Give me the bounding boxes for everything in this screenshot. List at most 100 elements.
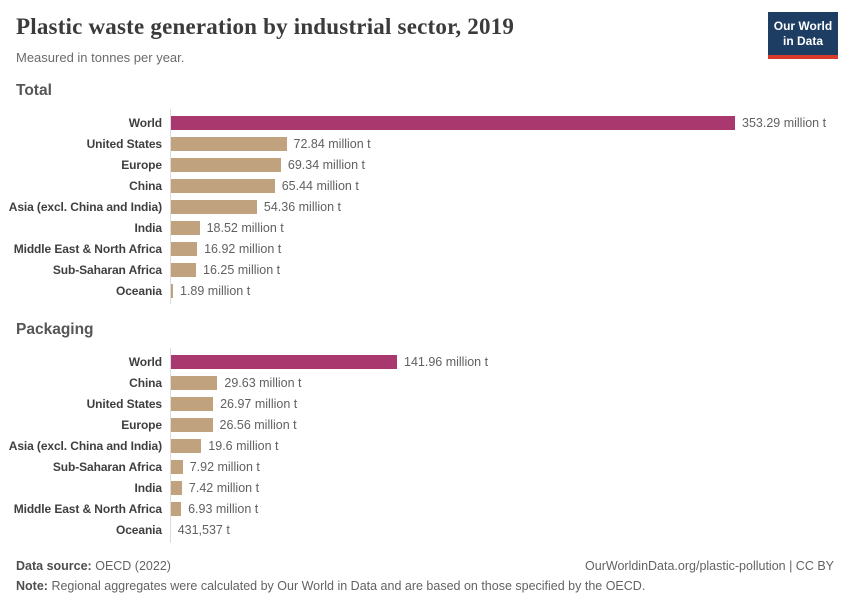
bar-plot-area: 141.96 million t: [170, 354, 834, 369]
entity-label-text: Sub-Saharan Africa: [52, 262, 162, 277]
bar-rows: World 353.29 million t United States 72.84 …: [9, 109, 834, 304]
bar[interactable]: [170, 283, 173, 298]
value-label: 54.36 million t: [263, 199, 342, 214]
bar-row: United States 26.97 million t: [16, 393, 834, 414]
section-title: Total: [16, 82, 52, 99]
data-source: Data source: OECD (2022): [16, 559, 171, 573]
bar-row: Sub-Saharan Africa 7.92 million t: [16, 456, 834, 477]
entity-label-text: Oceania: [116, 522, 162, 537]
footnote: Note: Regional aggregates were calculate…: [16, 579, 834, 593]
value-label: 353.29 million t: [742, 115, 827, 130]
header: Plastic waste generation by industrial s…: [16, 14, 834, 65]
value-label: 26.56 million t: [219, 417, 297, 432]
bar[interactable]: [170, 501, 182, 516]
logo-line2: in Data: [782, 34, 823, 48]
entity-label: Asia (excl. China and India): [9, 200, 170, 214]
bar-row: Europe 26.56 million t: [16, 414, 834, 435]
credit-link[interactable]: OurWorldinData.org/plastic-pollution | C…: [585, 559, 834, 573]
entity-label-text: Oceania: [116, 283, 162, 298]
bar-row: Oceania 1.89 million t: [16, 280, 834, 301]
entity-label: Europe: [16, 158, 170, 172]
entity-label-text: Sub-Saharan Africa: [52, 459, 162, 474]
bar[interactable]: [170, 199, 257, 214]
bar[interactable]: [170, 220, 200, 235]
bar-rows: World 141.96 million t China 29.63 million …: [9, 348, 834, 543]
entity-label: Sub-Saharan Africa: [16, 460, 170, 474]
entity-label-text: Asia (excl. China and India): [8, 199, 162, 214]
entity-label: Asia (excl. China and India): [9, 439, 170, 453]
value-label: 16.25 million t: [203, 262, 281, 277]
bar[interactable]: [170, 241, 198, 256]
bar-plot-area: 69.34 million t: [170, 157, 834, 172]
entity-label-text: World: [128, 354, 162, 369]
bar[interactable]: [170, 375, 218, 390]
charts: Total World 353.29 million t United States 7…: [9, 82, 834, 543]
bar-row: China 65.44 million t: [16, 175, 834, 196]
entity-label: China: [16, 376, 170, 390]
entity-label-text: Asia (excl. China and India): [8, 438, 162, 453]
bar[interactable]: [170, 396, 214, 411]
chart-section: Total World 353.29 million t United States 7…: [9, 82, 834, 304]
value-label: 7.42 million t: [188, 480, 260, 495]
axis-line: [170, 109, 171, 304]
entity-label: India: [16, 221, 170, 235]
bar-plot-area: 19.6 million t: [170, 438, 834, 453]
entity-label-text: China: [129, 375, 162, 390]
value-label: 18.52 million t: [206, 220, 284, 235]
bar-row: Asia (excl. China and India) 54.36 millio…: [9, 196, 834, 217]
entity-label: China: [16, 179, 170, 193]
chart-section: Packaging World 141.96 million t China 29.63…: [9, 321, 834, 543]
bar-plot-area: 353.29 million t: [170, 115, 834, 130]
bar-plot-area: 7.42 million t: [170, 480, 834, 495]
bar[interactable]: [170, 438, 202, 453]
value-label: 19.6 million t: [208, 438, 279, 453]
value-label: 69.34 million t: [287, 157, 366, 172]
note-value: Regional aggregates were calculated by O…: [51, 579, 646, 593]
bar-plot-area: 7.92 million t: [170, 459, 834, 474]
bar[interactable]: [170, 157, 281, 172]
entity-label-text: Middle East & North Africa: [13, 501, 162, 516]
bar[interactable]: [170, 115, 735, 130]
bar-plot-area: 26.56 million t: [170, 417, 834, 432]
entity-label: Middle East & North Africa: [13, 501, 170, 516]
bar[interactable]: [170, 354, 397, 369]
value-label: 65.44 million t: [281, 178, 359, 193]
data-source-value: OECD (2022): [95, 559, 171, 573]
bar-plot-area: 6.93 million t: [170, 501, 834, 516]
value-label: 141.96 million t: [404, 354, 489, 369]
bar[interactable]: [170, 262, 196, 277]
bar-row: World 353.29 million t: [16, 112, 834, 133]
bar-row: United States 72.84 million t: [16, 133, 834, 154]
chart-subtitle: Measured in tonnes per year.: [16, 50, 185, 65]
entity-label: Oceania: [16, 523, 170, 537]
value-label: 16.92 million t: [204, 241, 282, 256]
bar-row: Middle East & North Africa 16.92 million …: [13, 238, 834, 259]
entity-label-text: India: [134, 220, 162, 235]
bar-row: Europe 69.34 million t: [16, 154, 834, 175]
value-label: 6.93 million t: [188, 501, 259, 516]
bar[interactable]: [170, 480, 182, 495]
entity-label: United States: [16, 397, 170, 411]
logo-line1: Our World: [773, 19, 833, 33]
value-label: 72.84 million t: [293, 136, 371, 151]
value-label: 26.97 million t: [220, 396, 298, 411]
bar[interactable]: [170, 459, 183, 474]
entity-label: World: [16, 355, 170, 369]
entity-label: India: [16, 481, 170, 495]
bar[interactable]: [170, 136, 287, 151]
bar[interactable]: [170, 417, 213, 432]
bar-row: India 18.52 million t: [16, 217, 834, 238]
value-label: 431,537 t: [177, 522, 230, 537]
entity-label: Sub-Saharan Africa: [16, 263, 170, 277]
entity-label: United States: [16, 137, 170, 151]
bar-row: China 29.63 million t: [16, 372, 834, 393]
entity-label-text: Europe: [121, 157, 162, 172]
value-label: 29.63 million t: [224, 375, 302, 390]
bar-plot-area: 72.84 million t: [170, 136, 834, 151]
entity-label-text: India: [134, 480, 162, 495]
entity-label-text: Middle East & North Africa: [13, 241, 162, 256]
entity-label: Middle East & North Africa: [13, 241, 170, 256]
bar[interactable]: [170, 178, 275, 193]
axis-line: [170, 348, 171, 543]
bar-plot-area: 29.63 million t: [170, 375, 834, 390]
